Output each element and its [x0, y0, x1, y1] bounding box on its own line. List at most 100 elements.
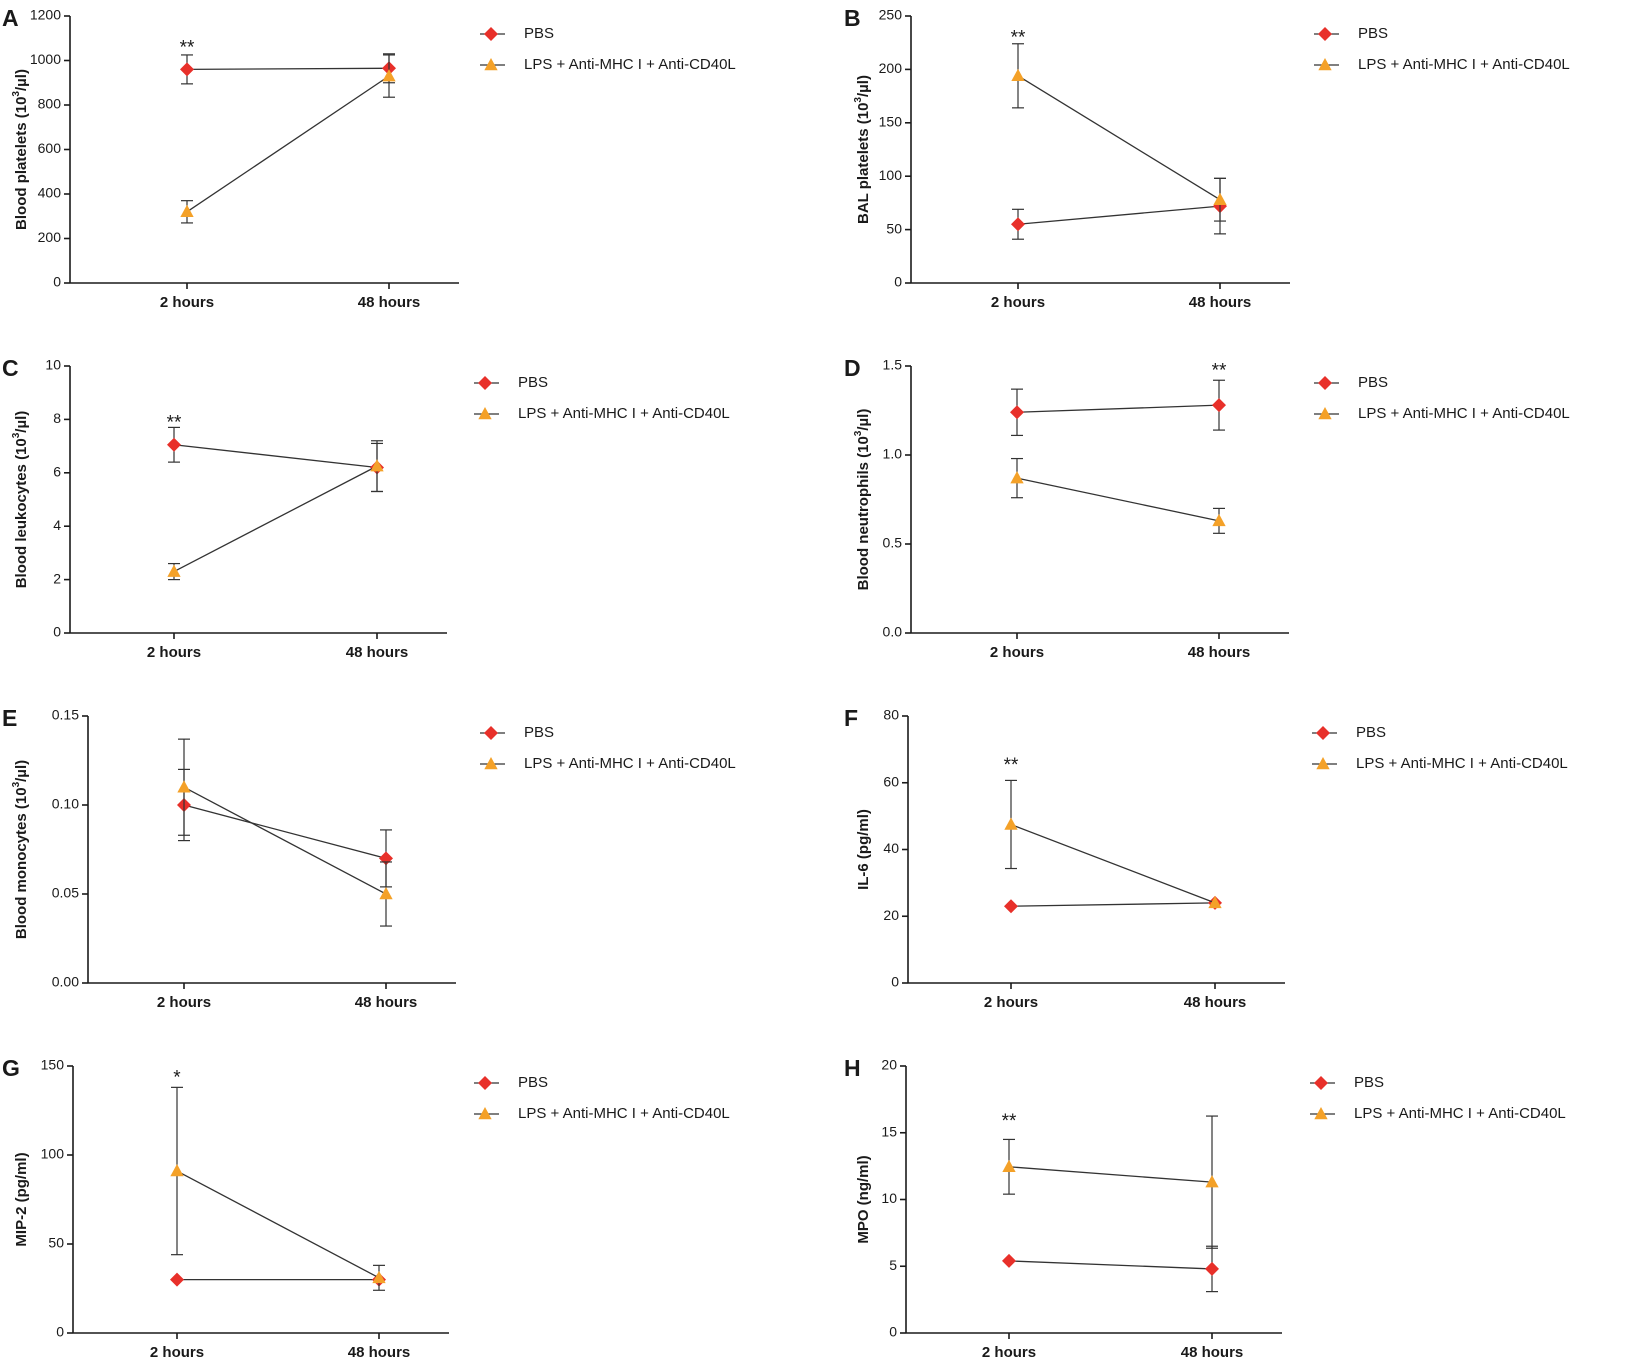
panel-g-x-tick-label: 48 hours — [348, 1344, 411, 1357]
panel-c-pbs-marker — [167, 437, 181, 452]
panel-e-legend-pbs-marker — [484, 726, 498, 740]
panel-a-legend-label-pbs: PBS — [524, 25, 554, 42]
panel-f-x-tick-label: 48 hours — [1184, 994, 1247, 1011]
panel-g-legend-lps-marker — [478, 1107, 492, 1120]
panel-e-y-tick-label: 0.15 — [52, 707, 79, 723]
panel-d-pbs-marker — [1010, 405, 1024, 420]
panel-a-y-tick-label: 400 — [38, 185, 62, 201]
panel-h-y-axis-title: MPO (ng/ml) — [855, 1155, 872, 1243]
panel-h-y-tick-label: 0 — [889, 1324, 897, 1340]
panel-e-legend-label-pbs: PBS — [524, 724, 554, 741]
panel-c-legend-label-pbs: PBS — [518, 374, 548, 391]
panel-h-legend-pbs-marker — [1314, 1076, 1328, 1090]
panel-b-lps-marker — [1213, 192, 1227, 205]
panel-a: A 0 200 400 600 800 1000 1200 2 hours 48 hours Blo… — [2, 5, 736, 311]
panel-h-lps-marker — [1205, 1175, 1219, 1188]
panel-a-y-tick-label: 1200 — [30, 7, 61, 23]
panel-f-series-line — [1010, 823, 1216, 904]
panel-c-y-axis-title: Blood leukocytes (103/µl) — [11, 411, 30, 589]
panel-c-series-line — [173, 465, 378, 573]
panel-d-series-line — [1016, 404, 1220, 413]
panel-d-lps-marker — [1010, 471, 1024, 484]
panel-g-y-axis-title: MIP-2 (pg/ml) — [13, 1152, 30, 1246]
panel-f-pbs-marker — [1004, 899, 1018, 914]
panel-b-y-tick-label: 150 — [879, 114, 903, 130]
panel-h-lps-marker — [1002, 1159, 1016, 1173]
panel-d-legend-pbs-marker — [1318, 376, 1332, 390]
panel-h-significance-label: ** — [1002, 1111, 1017, 1132]
panel-d-legend-lps-marker — [1318, 407, 1332, 420]
panel-b-legend-lps-marker — [1318, 58, 1332, 71]
panel-f-series-line — [1010, 902, 1216, 907]
panel-e-series-line — [183, 786, 387, 895]
panel-b-legend: PBS LPS + Anti-MHC I + Anti-CD40L — [1314, 25, 1570, 73]
panel-e-legend: PBS LPS + Anti-MHC I + Anti-CD40L — [480, 724, 736, 772]
panel-g-legend: PBS LPS + Anti-MHC I + Anti-CD40L — [474, 1074, 730, 1122]
panel-a-lps-marker — [382, 69, 396, 82]
panel-b-x-tick-label: 2 hours — [991, 294, 1045, 311]
panel-d-series-line — [1016, 477, 1220, 522]
panel-e-y-tick-label: 0.00 — [52, 974, 79, 990]
panel-c-y-tick-label: 0 — [53, 624, 61, 640]
panel-a-legend-label-lps: LPS + Anti-MHC I + Anti-CD40L — [524, 56, 736, 73]
panel-b-series-lps — [1011, 43, 1227, 222]
panel-h-letter: H — [844, 1055, 861, 1081]
panel-g-x-tick-label: 2 hours — [150, 1344, 204, 1357]
panel-c-letter: C — [2, 355, 19, 381]
panel-h-series-pbs — [1002, 1245, 1219, 1293]
panel-g-pbs-marker — [170, 1272, 184, 1287]
panel-f-legend-label-lps: LPS + Anti-MHC I + Anti-CD40L — [1356, 755, 1568, 772]
panel-c-y-tick-label: 10 — [45, 357, 61, 373]
panel-a-y-tick-label: 0 — [53, 274, 61, 290]
panel-c-y-tick-label: 4 — [53, 517, 61, 533]
panel-d-legend-label-pbs: PBS — [1358, 374, 1388, 391]
panel-h-pbs-marker — [1205, 1261, 1219, 1276]
panel-f-legend-pbs-marker — [1316, 726, 1330, 740]
panel-b-series-pbs — [1011, 177, 1227, 240]
panel-b-legend-pbs-marker — [1318, 27, 1332, 41]
panel-d-series-lps — [1010, 457, 1226, 534]
panel-d-letter: D — [844, 355, 861, 381]
panel-d-y-tick-label: 0.0 — [883, 624, 903, 640]
panel-e-x-tick-label: 2 hours — [157, 994, 211, 1011]
panel-a-lps-marker — [180, 204, 194, 218]
panel-c-significance-label: ** — [167, 412, 182, 433]
panel-e-series-lps — [177, 738, 393, 927]
panel-e-y-axis-title: Blood monocytes (103/µl) — [11, 760, 30, 939]
panel-a-significance-label: ** — [180, 37, 195, 58]
panel-g-series-pbs — [170, 1272, 386, 1287]
panel-f-y-tick-label: 20 — [883, 907, 899, 923]
panel-g-series-line — [176, 1170, 380, 1279]
panel-f-legend-label-pbs: PBS — [1356, 724, 1386, 741]
panel-h-legend-label-lps: LPS + Anti-MHC I + Anti-CD40L — [1354, 1105, 1566, 1122]
panel-g-y-tick-label: 0 — [56, 1324, 64, 1340]
panel-c-series-lps — [167, 440, 384, 581]
panel-b-y-tick-label: 250 — [879, 7, 903, 23]
panel-b-series-line — [1017, 205, 1221, 225]
panel-e-series-pbs — [177, 768, 393, 888]
panel-f: F 0 20 40 60 80 2 hours 48 hours IL-6 (pg/ml) ** P… — [844, 705, 1568, 1011]
panel-c-series-pbs — [167, 426, 384, 493]
panel-d-pbs-marker — [1212, 398, 1226, 413]
panel-c-legend-label-lps: LPS + Anti-MHC I + Anti-CD40L — [518, 405, 730, 422]
panel-f-y-tick-label: 60 — [883, 773, 899, 789]
panel-d-series-pbs — [1010, 379, 1226, 437]
panel-e-y-tick-label: 0.10 — [52, 796, 79, 812]
panel-g-legend-pbs-marker — [478, 1076, 492, 1090]
panel-c-y-tick-label: 2 — [53, 570, 61, 586]
panel-a-y-axis-title: Blood platelets (103/µl) — [11, 69, 30, 230]
panel-f-legend: PBS LPS + Anti-MHC I + Anti-CD40L — [1312, 724, 1568, 772]
panel-c: C 0 2 4 6 8 10 2 hours 48 hours Blood leukocytes … — [2, 355, 730, 661]
panel-f-series-lps — [1004, 779, 1222, 909]
panel-g-lps-marker — [170, 1164, 184, 1177]
panel-h-y-tick-label: 20 — [881, 1057, 897, 1073]
panel-e-letter: E — [2, 705, 17, 731]
panel-b-y-tick-label: 50 — [886, 220, 902, 236]
panel-h: H 0 5 10 15 20 2 hours 48 hours MPO (ng/ml) ** PBS… — [844, 1055, 1566, 1357]
panel-g-legend-label-pbs: PBS — [518, 1074, 548, 1091]
panel-b: B 0 50 100 150 200 250 2 hours 48 hours BAL plate… — [844, 5, 1570, 311]
panel-e-legend-lps-marker — [484, 757, 498, 770]
panel-b-legend-label-lps: LPS + Anti-MHC I + Anti-CD40L — [1358, 56, 1570, 73]
panel-b-x-tick-label: 48 hours — [1189, 294, 1252, 311]
panel-f-y-tick-label: 80 — [883, 707, 899, 723]
